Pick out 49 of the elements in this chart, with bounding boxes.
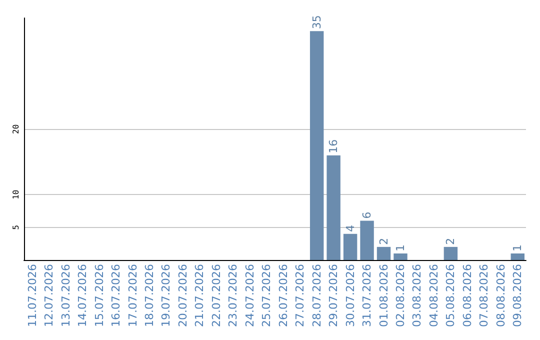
x-tick-label: 19.07.2026: [160, 264, 173, 327]
x-tick-label: 07.08.2026: [478, 264, 491, 327]
x-tick-label: 30.07.2026: [344, 264, 357, 327]
y-tick-label: 5: [12, 224, 20, 230]
x-tick-label: 13.07.2026: [59, 264, 72, 327]
x-tick-label: 26.07.2026: [276, 264, 290, 327]
x-tick-label: 06.08.2026: [460, 264, 474, 327]
bar: [510, 253, 524, 260]
y-tick-label: 10: [12, 190, 20, 200]
bar: [376, 246, 391, 260]
x-tick-label: 24.07.2026: [243, 264, 256, 327]
x-tick-label: 01.08.2026: [377, 264, 390, 327]
data-label: 6: [360, 212, 374, 219]
x-tick-label: 20.07.2026: [176, 264, 190, 327]
x-tick-label: 03.08.2026: [410, 264, 424, 327]
x-tick-label: 02.08.2026: [394, 264, 407, 327]
x-tick-label: 21.07.2026: [193, 264, 206, 327]
x-tick-label: 12.07.2026: [42, 264, 56, 327]
bar: [360, 220, 374, 260]
data-label: 1: [394, 244, 407, 252]
x-tick-label: 31.07.2026: [360, 264, 374, 327]
x-tick-label: 11.07.2026: [26, 264, 39, 327]
x-tick-label: 04.08.2026: [427, 264, 440, 327]
bar: [326, 155, 340, 260]
x-tick-label: 05.08.2026: [444, 264, 458, 327]
bar: [394, 253, 408, 260]
data-label: 35: [310, 15, 324, 30]
x-tick-label: 25.07.2026: [260, 264, 274, 327]
data-label: 2: [377, 238, 390, 245]
x-tick-label: 22.07.2026: [210, 264, 223, 327]
x-tick-label: 16.07.2026: [110, 264, 123, 327]
x-tick-label: 17.07.2026: [126, 264, 140, 327]
y-tick-label: 20: [12, 124, 20, 134]
bar: [343, 234, 358, 260]
x-tick-label: 28.07.2026: [310, 264, 324, 327]
x-tick-label: 15.07.2026: [92, 264, 106, 327]
bar: [310, 31, 324, 260]
x-tick-label: 27.07.2026: [294, 264, 307, 327]
data-label: 16: [327, 139, 340, 154]
x-tick-label: 29.07.2026: [327, 264, 340, 327]
data-label: 4: [344, 224, 357, 232]
x-tick-label: 23.07.2026: [226, 264, 240, 327]
x-tick-label: 08.08.2026: [494, 264, 508, 327]
data-label: 1: [511, 244, 524, 252]
x-tick-label: 18.07.2026: [143, 264, 156, 327]
x-tick-label: 09.08.2026: [511, 264, 524, 327]
x-tick-label: 14.07.2026: [76, 264, 90, 327]
bar: [444, 246, 458, 260]
data-label: 2: [444, 238, 458, 245]
